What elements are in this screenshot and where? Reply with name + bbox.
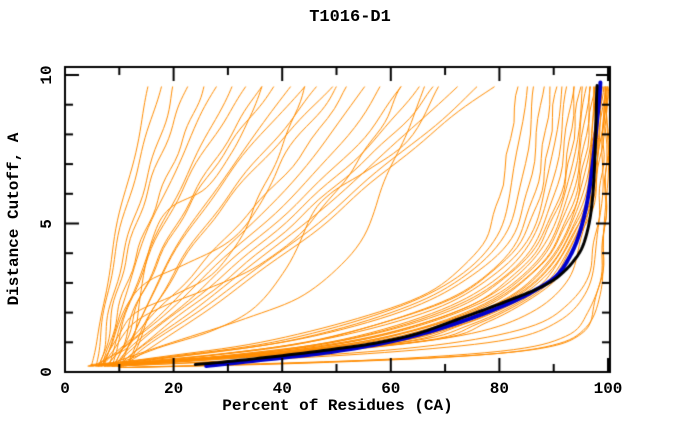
y-axis-label: Distance Cutoff, A — [5, 132, 23, 306]
x-tick-label-20: 20 — [163, 380, 184, 398]
x-tick-label-100: 100 — [593, 380, 623, 398]
y-tick-label-10: 10 — [38, 65, 56, 85]
x-tick-label-0: 0 — [60, 380, 70, 398]
x-tick-label-80: 80 — [489, 380, 509, 398]
chart-title: T1016-D1 — [309, 8, 391, 27]
x-tick-label-60: 60 — [381, 380, 401, 398]
y-tick-label-0: 0 — [38, 367, 56, 377]
x-tick-label-40: 40 — [272, 380, 292, 398]
x-axis-label: Percent of Residues (CA) — [222, 397, 453, 415]
y-tick-label-5: 5 — [38, 218, 56, 229]
